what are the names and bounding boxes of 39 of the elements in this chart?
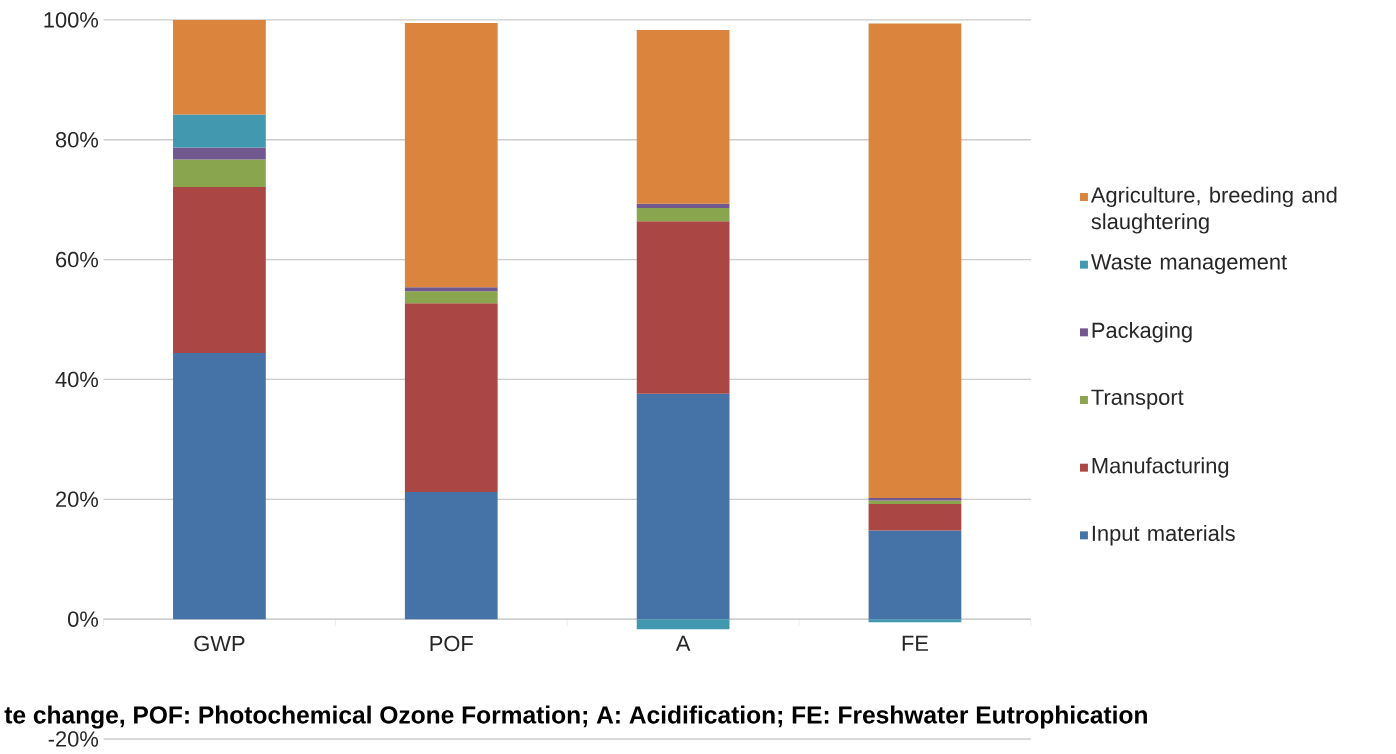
- x-tick-label: POF: [430, 635, 473, 652]
- y-tick-label: 40%: [55, 371, 99, 388]
- legend-label: Manufacturing: [1092, 457, 1229, 478]
- bar: [404, 22, 498, 288]
- annotation: te change, POF: Photochemical Ozone Formation; A: Acidification; FE: Freshwater Eutrophication: [4, 705, 1147, 729]
- legend-label: Packaging: [1092, 321, 1192, 343]
- legend-label: Agriculture, breeding and slaughtering: [1090, 186, 1337, 234]
- legend-label: Input materials: [1092, 524, 1235, 546]
- bar: [173, 19, 266, 115]
- bar: [404, 291, 498, 304]
- legend-label: Waste management: [1090, 254, 1287, 274]
- bar: [173, 352, 266, 620]
- bar: [404, 303, 498, 492]
- bar: [173, 114, 266, 148]
- bar: [868, 530, 962, 620]
- bar: [636, 207, 730, 222]
- y-tick-label: 0%: [68, 611, 99, 627]
- bar: [173, 147, 266, 160]
- y-tick-label: 60%: [56, 251, 99, 268]
- bar: [636, 393, 730, 620]
- y-tick-label: -20%: [48, 731, 99, 747]
- bar: [404, 287, 498, 292]
- legend-label: Transport: [1091, 389, 1184, 410]
- x-tick-label: FE: [902, 635, 928, 651]
- y-tick-label: 80%: [55, 131, 99, 148]
- y-tick-label: 100%: [44, 12, 99, 28]
- x-tick-label: GWP: [194, 635, 245, 652]
- bar: [404, 491, 498, 620]
- bar: [868, 23, 962, 498]
- bar: [868, 503, 962, 531]
- bar: [868, 619, 962, 623]
- bar: [173, 186, 266, 353]
- bar: [173, 159, 266, 187]
- bar: [636, 619, 730, 630]
- y-tick-label: 20%: [56, 491, 99, 507]
- x-tick-label: A: [675, 635, 691, 651]
- bar: [636, 203, 730, 208]
- bar: [636, 221, 730, 394]
- bar: [636, 29, 730, 204]
